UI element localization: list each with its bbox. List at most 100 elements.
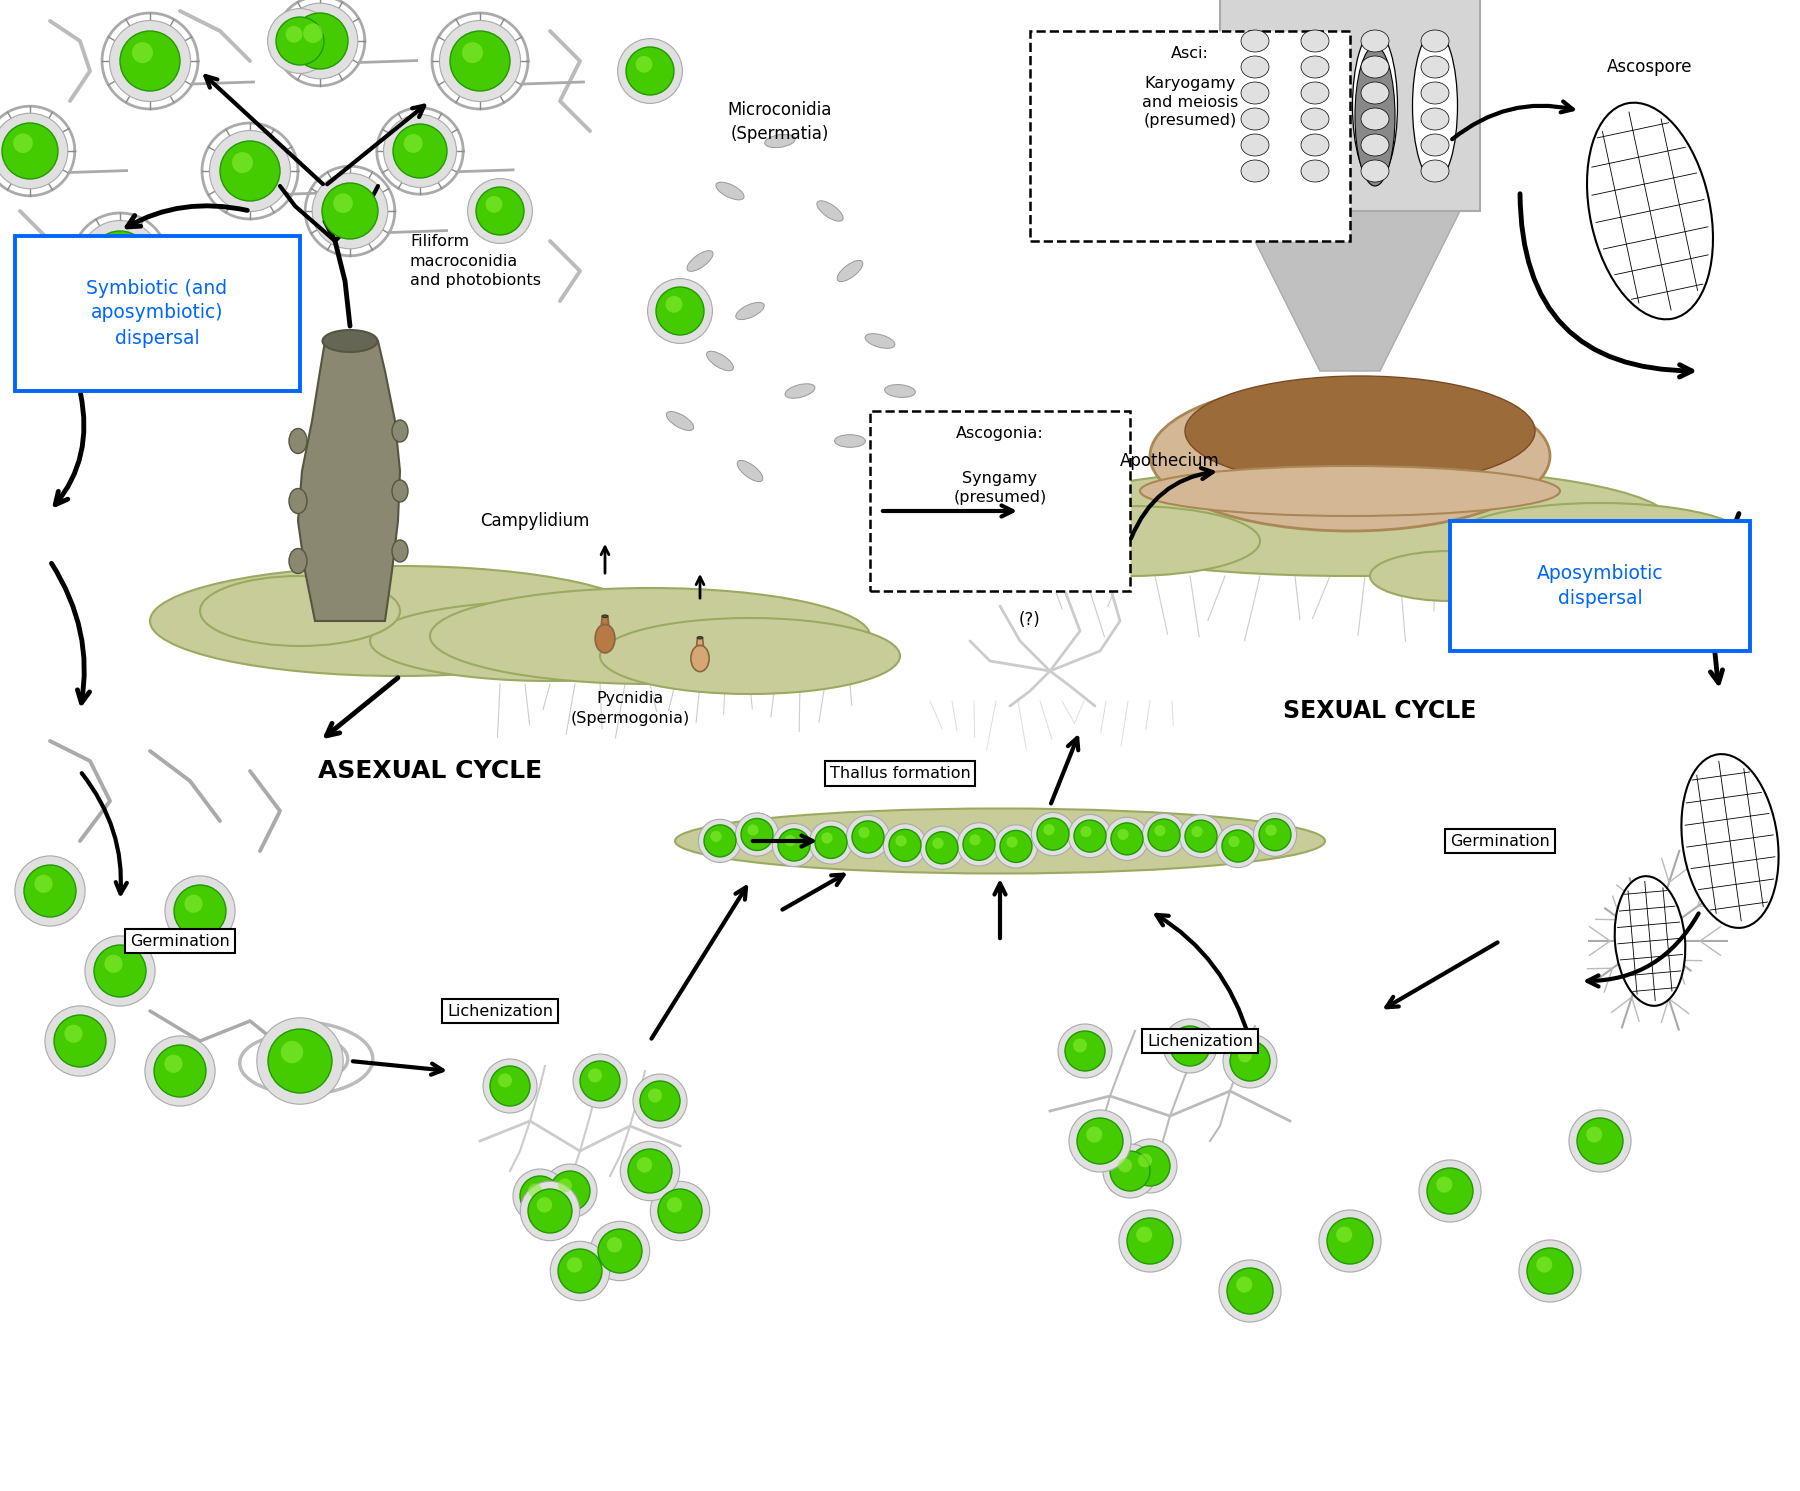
Circle shape [333, 194, 353, 213]
Ellipse shape [1001, 505, 1260, 576]
Circle shape [520, 1181, 580, 1241]
Circle shape [482, 1059, 536, 1112]
Ellipse shape [765, 134, 796, 148]
Circle shape [131, 42, 153, 63]
Ellipse shape [1361, 82, 1390, 104]
Circle shape [666, 1197, 682, 1212]
Circle shape [1148, 819, 1181, 851]
Ellipse shape [1240, 82, 1269, 104]
Circle shape [0, 113, 68, 189]
Circle shape [932, 838, 943, 848]
Circle shape [648, 1088, 662, 1102]
Ellipse shape [1361, 107, 1390, 130]
Circle shape [468, 179, 533, 243]
Circle shape [558, 1249, 601, 1293]
Circle shape [302, 24, 322, 43]
Ellipse shape [1240, 30, 1269, 52]
Circle shape [1069, 814, 1112, 857]
Circle shape [1080, 826, 1091, 836]
Circle shape [970, 835, 981, 845]
Circle shape [650, 1181, 709, 1241]
Circle shape [598, 1229, 643, 1273]
Polygon shape [1240, 212, 1460, 371]
Circle shape [1118, 1159, 1132, 1172]
Circle shape [490, 1066, 529, 1106]
Ellipse shape [1588, 103, 1714, 319]
Circle shape [1229, 1041, 1271, 1081]
Circle shape [1177, 1033, 1192, 1047]
Text: Karyogamy
and meiosis
(presumed): Karyogamy and meiosis (presumed) [1141, 76, 1238, 128]
Circle shape [1111, 1151, 1150, 1191]
Ellipse shape [1420, 107, 1449, 130]
Circle shape [513, 1169, 567, 1223]
Circle shape [884, 823, 927, 866]
Circle shape [925, 832, 958, 863]
Text: Lichenization: Lichenization [1147, 1033, 1253, 1048]
Ellipse shape [392, 420, 409, 441]
Ellipse shape [322, 330, 378, 352]
Ellipse shape [688, 250, 713, 271]
Circle shape [1526, 1248, 1573, 1294]
Ellipse shape [290, 428, 308, 453]
Circle shape [1154, 825, 1166, 836]
Circle shape [859, 828, 869, 838]
Circle shape [889, 829, 922, 862]
Circle shape [1031, 813, 1075, 856]
Ellipse shape [1301, 134, 1328, 157]
Text: Germination: Germination [130, 933, 230, 948]
Circle shape [1143, 814, 1186, 857]
Ellipse shape [835, 435, 866, 447]
Text: (?): (?) [1019, 611, 1040, 629]
Circle shape [110, 21, 191, 101]
Circle shape [1253, 813, 1296, 856]
Circle shape [778, 829, 810, 860]
Circle shape [94, 945, 146, 997]
Ellipse shape [290, 489, 308, 513]
Circle shape [628, 1150, 671, 1193]
Circle shape [558, 1178, 572, 1193]
Circle shape [1076, 1118, 1123, 1164]
FancyBboxPatch shape [869, 412, 1130, 590]
Circle shape [1136, 1227, 1152, 1242]
Text: ASEXUAL CYCLE: ASEXUAL CYCLE [319, 759, 542, 783]
Text: SEXUAL CYCLE: SEXUAL CYCLE [1283, 699, 1476, 723]
Circle shape [544, 1164, 598, 1218]
Circle shape [1085, 1127, 1102, 1142]
Circle shape [65, 1024, 83, 1042]
Circle shape [121, 31, 180, 91]
Circle shape [1075, 820, 1105, 851]
Circle shape [1258, 819, 1291, 851]
Circle shape [34, 875, 52, 893]
Circle shape [392, 124, 446, 177]
Ellipse shape [1150, 382, 1550, 531]
Text: Apothecium: Apothecium [1120, 452, 1220, 470]
Circle shape [641, 1081, 680, 1121]
Circle shape [821, 832, 833, 844]
Circle shape [268, 9, 333, 73]
Circle shape [144, 1036, 216, 1106]
Circle shape [621, 1141, 680, 1200]
Text: Filiform
macroconidia
and photobionts: Filiform macroconidia and photobionts [410, 234, 542, 288]
Ellipse shape [736, 303, 765, 319]
Polygon shape [601, 616, 608, 625]
Text: Campylidium: Campylidium [481, 511, 589, 529]
Circle shape [590, 1221, 650, 1281]
Ellipse shape [785, 383, 815, 398]
Ellipse shape [1561, 559, 1699, 602]
Text: Ascogonia:: Ascogonia: [956, 426, 1044, 441]
Ellipse shape [1240, 134, 1269, 157]
Circle shape [1217, 825, 1260, 868]
Circle shape [1163, 1018, 1217, 1074]
Text: Thallus formation: Thallus formation [830, 766, 970, 781]
Circle shape [257, 1018, 344, 1105]
Circle shape [1228, 1267, 1273, 1314]
Ellipse shape [1301, 82, 1328, 104]
Ellipse shape [1451, 502, 1750, 579]
Circle shape [275, 16, 324, 66]
Circle shape [1073, 1038, 1087, 1053]
Ellipse shape [1240, 57, 1269, 78]
Circle shape [1237, 1276, 1253, 1293]
Text: Syngamy
(presumed): Syngamy (presumed) [954, 471, 1046, 504]
Circle shape [589, 1069, 601, 1082]
Text: Aposymbiotic
dispersal: Aposymbiotic dispersal [1537, 564, 1663, 608]
